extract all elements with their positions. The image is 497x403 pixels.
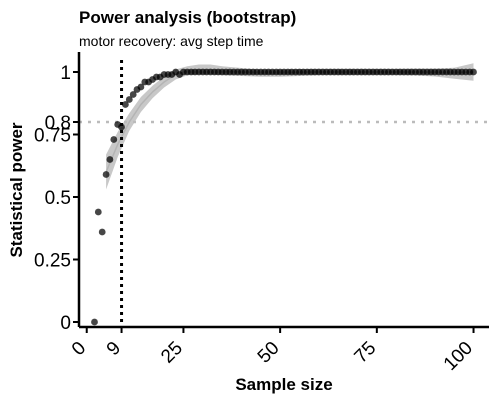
- plot-area: [79, 60, 489, 327]
- y-tick-label: 0.25: [34, 251, 71, 272]
- data-point: [122, 101, 129, 108]
- data-point: [125, 96, 133, 103]
- x-tick-label: 0: [68, 338, 90, 360]
- y-tick-label: 1: [60, 63, 71, 84]
- data-point: [118, 123, 125, 131]
- data-point: [106, 156, 114, 163]
- data-point: [102, 171, 110, 178]
- data-point: [94, 208, 102, 216]
- y-axis-ticks: 0 0.25 0.5 0.750.8 1: [34, 63, 79, 334]
- y-axis-title: Statistical power: [7, 122, 26, 257]
- x-tick-label: 50: [254, 338, 284, 368]
- y-tick-label: 0.8: [45, 113, 71, 134]
- y-tick-label: 0.5: [45, 188, 71, 209]
- x-axis-ticks: 0 9 25 50 75 100: [68, 327, 477, 375]
- data-point: [470, 68, 477, 76]
- smooth-confidence-band: [106, 63, 474, 190]
- data-point: [98, 228, 106, 236]
- y-tick-label: 0.75: [34, 126, 71, 147]
- chart-subtitle: motor recovery: avg step time: [79, 33, 264, 49]
- data-point: [129, 91, 137, 98]
- data-point: [110, 136, 118, 143]
- x-tick-label: 25: [157, 338, 187, 368]
- x-tick-label: 100: [440, 338, 477, 375]
- x-axis-title: Sample size: [235, 375, 332, 394]
- x-tick-label: 75: [351, 338, 381, 368]
- data-point: [137, 83, 145, 91]
- chart-title: Power analysis (bootstrap): [79, 8, 296, 27]
- y-tick-label: 0: [60, 313, 71, 334]
- x-tick-label: 9: [103, 338, 125, 360]
- data-point: [91, 318, 98, 326]
